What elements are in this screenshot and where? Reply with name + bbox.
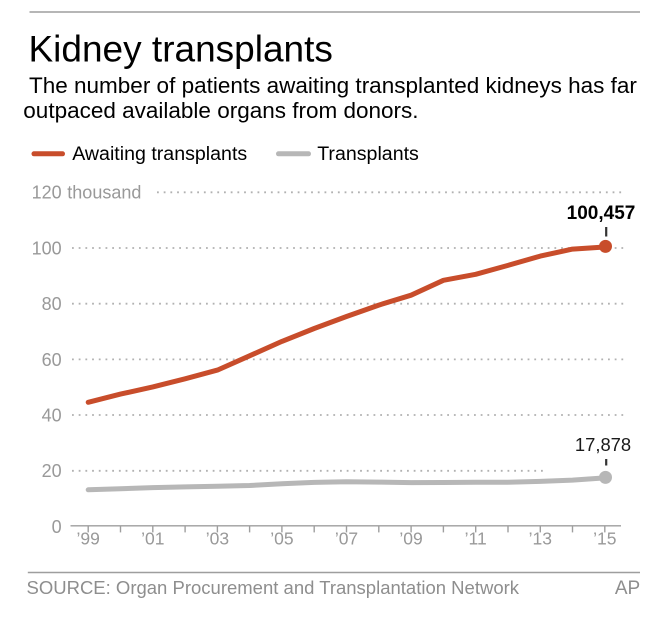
svg-text:100: 100 xyxy=(32,238,62,258)
svg-text:80: 80 xyxy=(42,294,62,314)
svg-text:100,457: 100,457 xyxy=(567,203,636,224)
svg-text:AP: AP xyxy=(615,578,640,599)
svg-text:17,878: 17,878 xyxy=(575,434,631,455)
svg-text:’03: ’03 xyxy=(206,529,229,549)
svg-text:’09: ’09 xyxy=(399,529,422,549)
svg-text:outpaced available organs from: outpaced available organs from donors. xyxy=(23,98,418,123)
svg-text:’01: ’01 xyxy=(141,529,164,549)
svg-text:40: 40 xyxy=(42,405,62,425)
svg-text:’05: ’05 xyxy=(270,529,293,549)
svg-text:Kidney transplants: Kidney transplants xyxy=(29,28,333,69)
svg-text:The number of patients awaitin: The number of patients awaiting transpla… xyxy=(29,73,637,98)
svg-text:Awaiting transplants: Awaiting transplants xyxy=(72,143,247,165)
svg-text:’15: ’15 xyxy=(593,529,616,549)
svg-text:’13: ’13 xyxy=(529,529,552,549)
svg-text:’99: ’99 xyxy=(77,529,100,549)
svg-text:Transplants: Transplants xyxy=(317,143,419,165)
svg-text:120: 120 xyxy=(32,183,62,203)
svg-text:SOURCE: Organ Procurement and: SOURCE: Organ Procurement and Transplant… xyxy=(27,577,520,598)
svg-text:’07: ’07 xyxy=(335,529,358,549)
svg-text:thousand: thousand xyxy=(67,183,141,203)
svg-text:20: 20 xyxy=(42,461,62,481)
svg-text:’11: ’11 xyxy=(465,529,487,549)
svg-text:0: 0 xyxy=(52,517,62,537)
svg-text:60: 60 xyxy=(42,350,62,370)
